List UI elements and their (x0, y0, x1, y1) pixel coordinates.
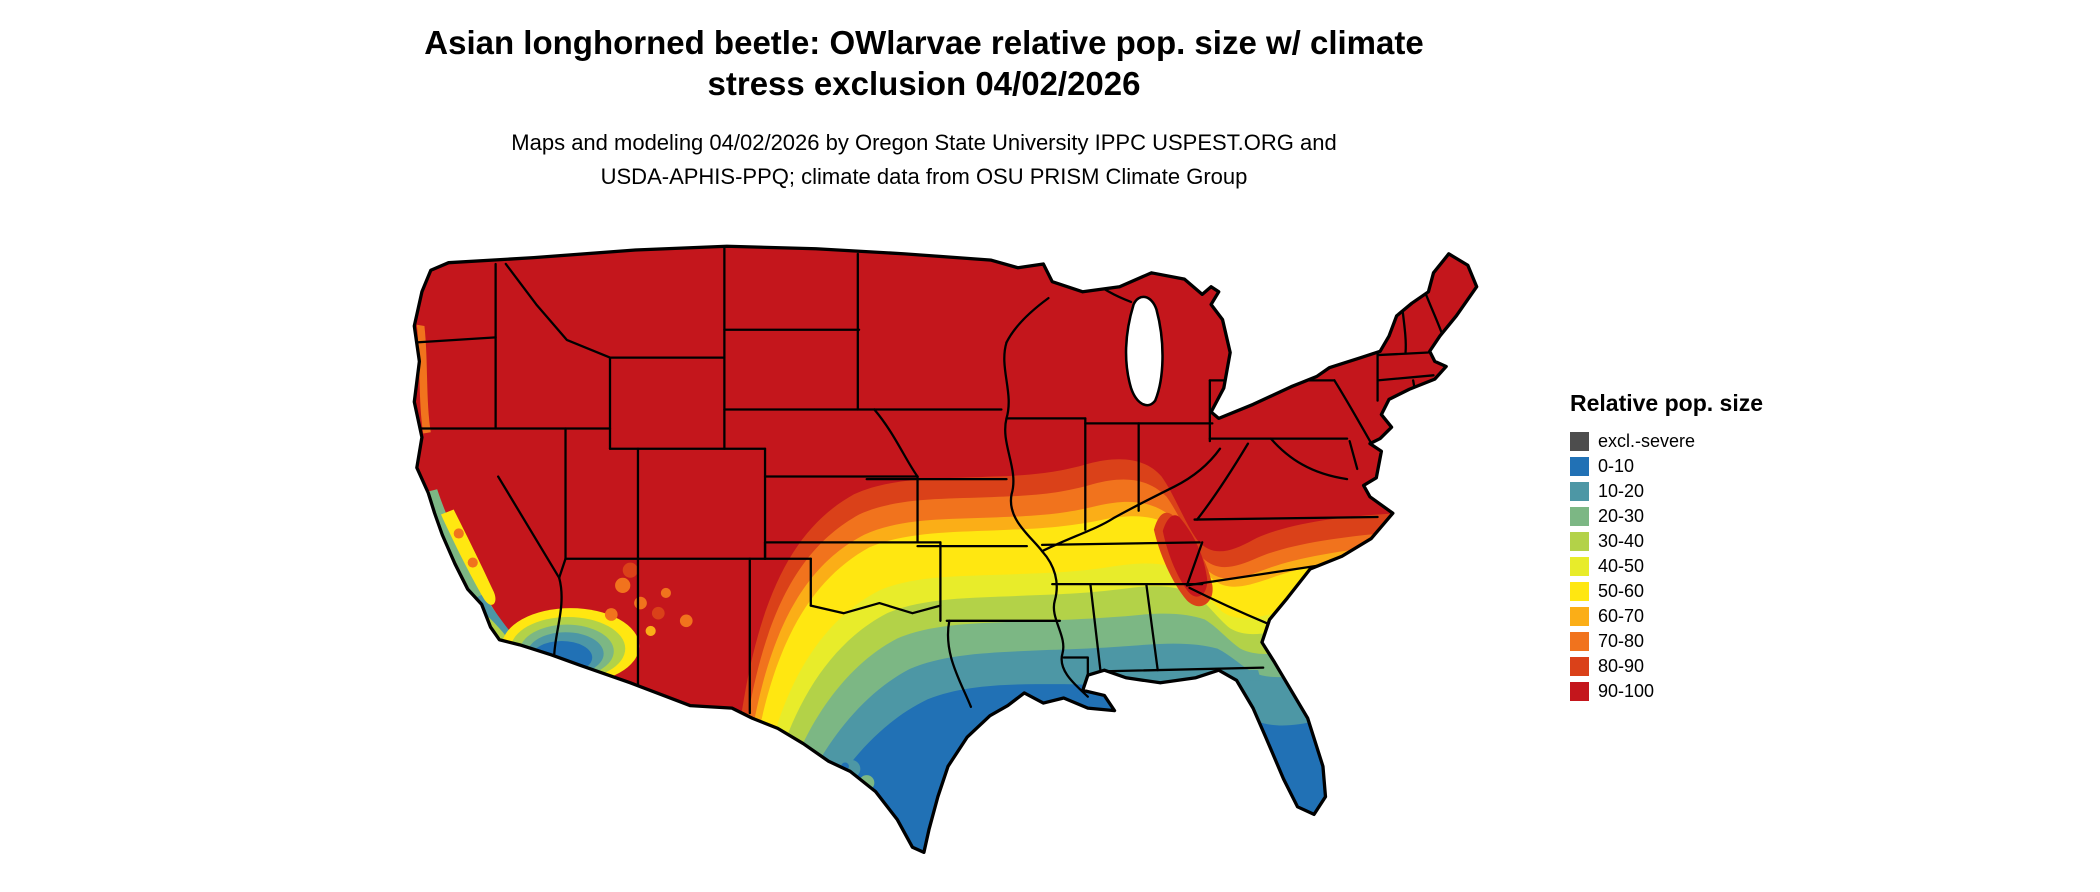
legend-swatch (1570, 482, 1589, 501)
state-border-line (1269, 437, 1349, 481)
legend-row: 10-20 (1570, 479, 1763, 504)
four-corners-speckle (615, 577, 631, 593)
four-corners-speckle (651, 606, 665, 620)
california-coast-teal (475, 594, 510, 639)
four-corners-speckle (604, 608, 618, 621)
us-map (305, 226, 1525, 884)
state-border-line (1376, 374, 1435, 382)
legend-label: 0-10 (1598, 456, 1635, 476)
four-corners-speckle (645, 625, 656, 636)
us-map-svg (412, 244, 1479, 855)
lake-michigan (1124, 295, 1164, 407)
legend-swatch (1570, 632, 1589, 651)
state-border-line (1185, 563, 1323, 587)
legend-swatch (1570, 607, 1589, 626)
state-border-line (946, 619, 973, 708)
four-corners-speckle (679, 614, 693, 628)
state-border-line (1040, 447, 1222, 553)
legend-row: 90-100 (1570, 679, 1763, 704)
four-corners-speckle (622, 562, 638, 578)
state-border-line (1062, 656, 1089, 681)
legend-label: 70-80 (1598, 631, 1645, 651)
state-border-line (552, 576, 563, 660)
legend-label: 90-100 (1598, 681, 1655, 701)
four-corners-speckle (660, 587, 671, 599)
state-border-line (873, 408, 919, 478)
state-border-line (1003, 341, 1089, 698)
legend-row: 50-60 (1570, 579, 1763, 604)
state-border-line (1040, 541, 1201, 547)
four-corners-speckle (634, 596, 647, 610)
state-border-line (1333, 379, 1372, 443)
map-subtitle-line2: USDA-APHIS-PPQ; climate data from OSU PR… (600, 164, 1248, 189)
legend-swatch (1570, 657, 1589, 676)
legend-label: 40-50 (1598, 556, 1645, 576)
state-border-line (415, 336, 497, 344)
legend-title: Relative pop. size (1570, 390, 1764, 416)
state-border-line (1145, 582, 1159, 672)
legend-label: 50-60 (1598, 581, 1645, 601)
legend-row: 80-90 (1570, 654, 1763, 679)
legend-row: 30-40 (1570, 529, 1763, 554)
state-border-line (1005, 296, 1050, 344)
legend-row: excl.-severe (1570, 429, 1763, 454)
state-border-line (1188, 586, 1269, 625)
state-border-line (1193, 515, 1379, 521)
pnw-coast-strip (416, 324, 431, 434)
state-border-line (1348, 439, 1359, 471)
state-border-line (558, 557, 567, 579)
legend-swatch (1570, 582, 1589, 601)
valley-orange-spot (467, 557, 478, 568)
us-outline (412, 244, 1479, 855)
state-border-line (1376, 351, 1430, 357)
state-border-line (1089, 582, 1102, 673)
legend-label: 60-70 (1598, 606, 1645, 626)
state-border-line (809, 601, 942, 615)
map-title: Asian longhorned beetle: OWlarvae relati… (0, 22, 1848, 104)
legend-label: 80-90 (1598, 656, 1645, 676)
legend-swatch (1570, 432, 1589, 451)
legend-label: excl.-severe (1598, 431, 1696, 451)
legend-swatch (1570, 507, 1589, 526)
legend-swatch (1570, 532, 1589, 551)
legend-label: 30-40 (1598, 531, 1645, 551)
legend-swatch (1570, 682, 1589, 701)
state-border-line (1099, 666, 1265, 673)
valley-orange-spot (453, 528, 464, 539)
band-0-10 (793, 684, 1477, 853)
map-subtitle: Maps and modeling 04/02/2026 by Oregon S… (0, 126, 1848, 194)
legend-label: 10-20 (1598, 481, 1645, 501)
legend-row: 0-10 (1570, 454, 1763, 479)
legend-swatch (1570, 457, 1589, 476)
map-legend: Relative pop. size excl.-severe 0-10 10-… (1570, 390, 1763, 704)
legend-row: 20-30 (1570, 504, 1763, 529)
appalachian-core (1162, 515, 1208, 597)
legend-row: 40-50 (1570, 554, 1763, 579)
legend-swatch (1570, 557, 1589, 576)
state-border-line (497, 475, 561, 579)
state-borders (414, 246, 1444, 715)
legend-row: 70-80 (1570, 629, 1763, 654)
map-title-line2: stress exclusion 04/02/2026 (707, 65, 1141, 102)
legend-row: 60-70 (1570, 604, 1763, 629)
state-border-line (1185, 541, 1204, 587)
legend-label: 20-30 (1598, 506, 1645, 526)
map-title-line1: Asian longhorned beetle: OWlarvae relati… (424, 24, 1424, 61)
map-subtitle-line1: Maps and modeling 04/02/2026 by Oregon S… (511, 130, 1337, 155)
state-border-line (504, 262, 612, 359)
state-border-line (1195, 442, 1250, 521)
